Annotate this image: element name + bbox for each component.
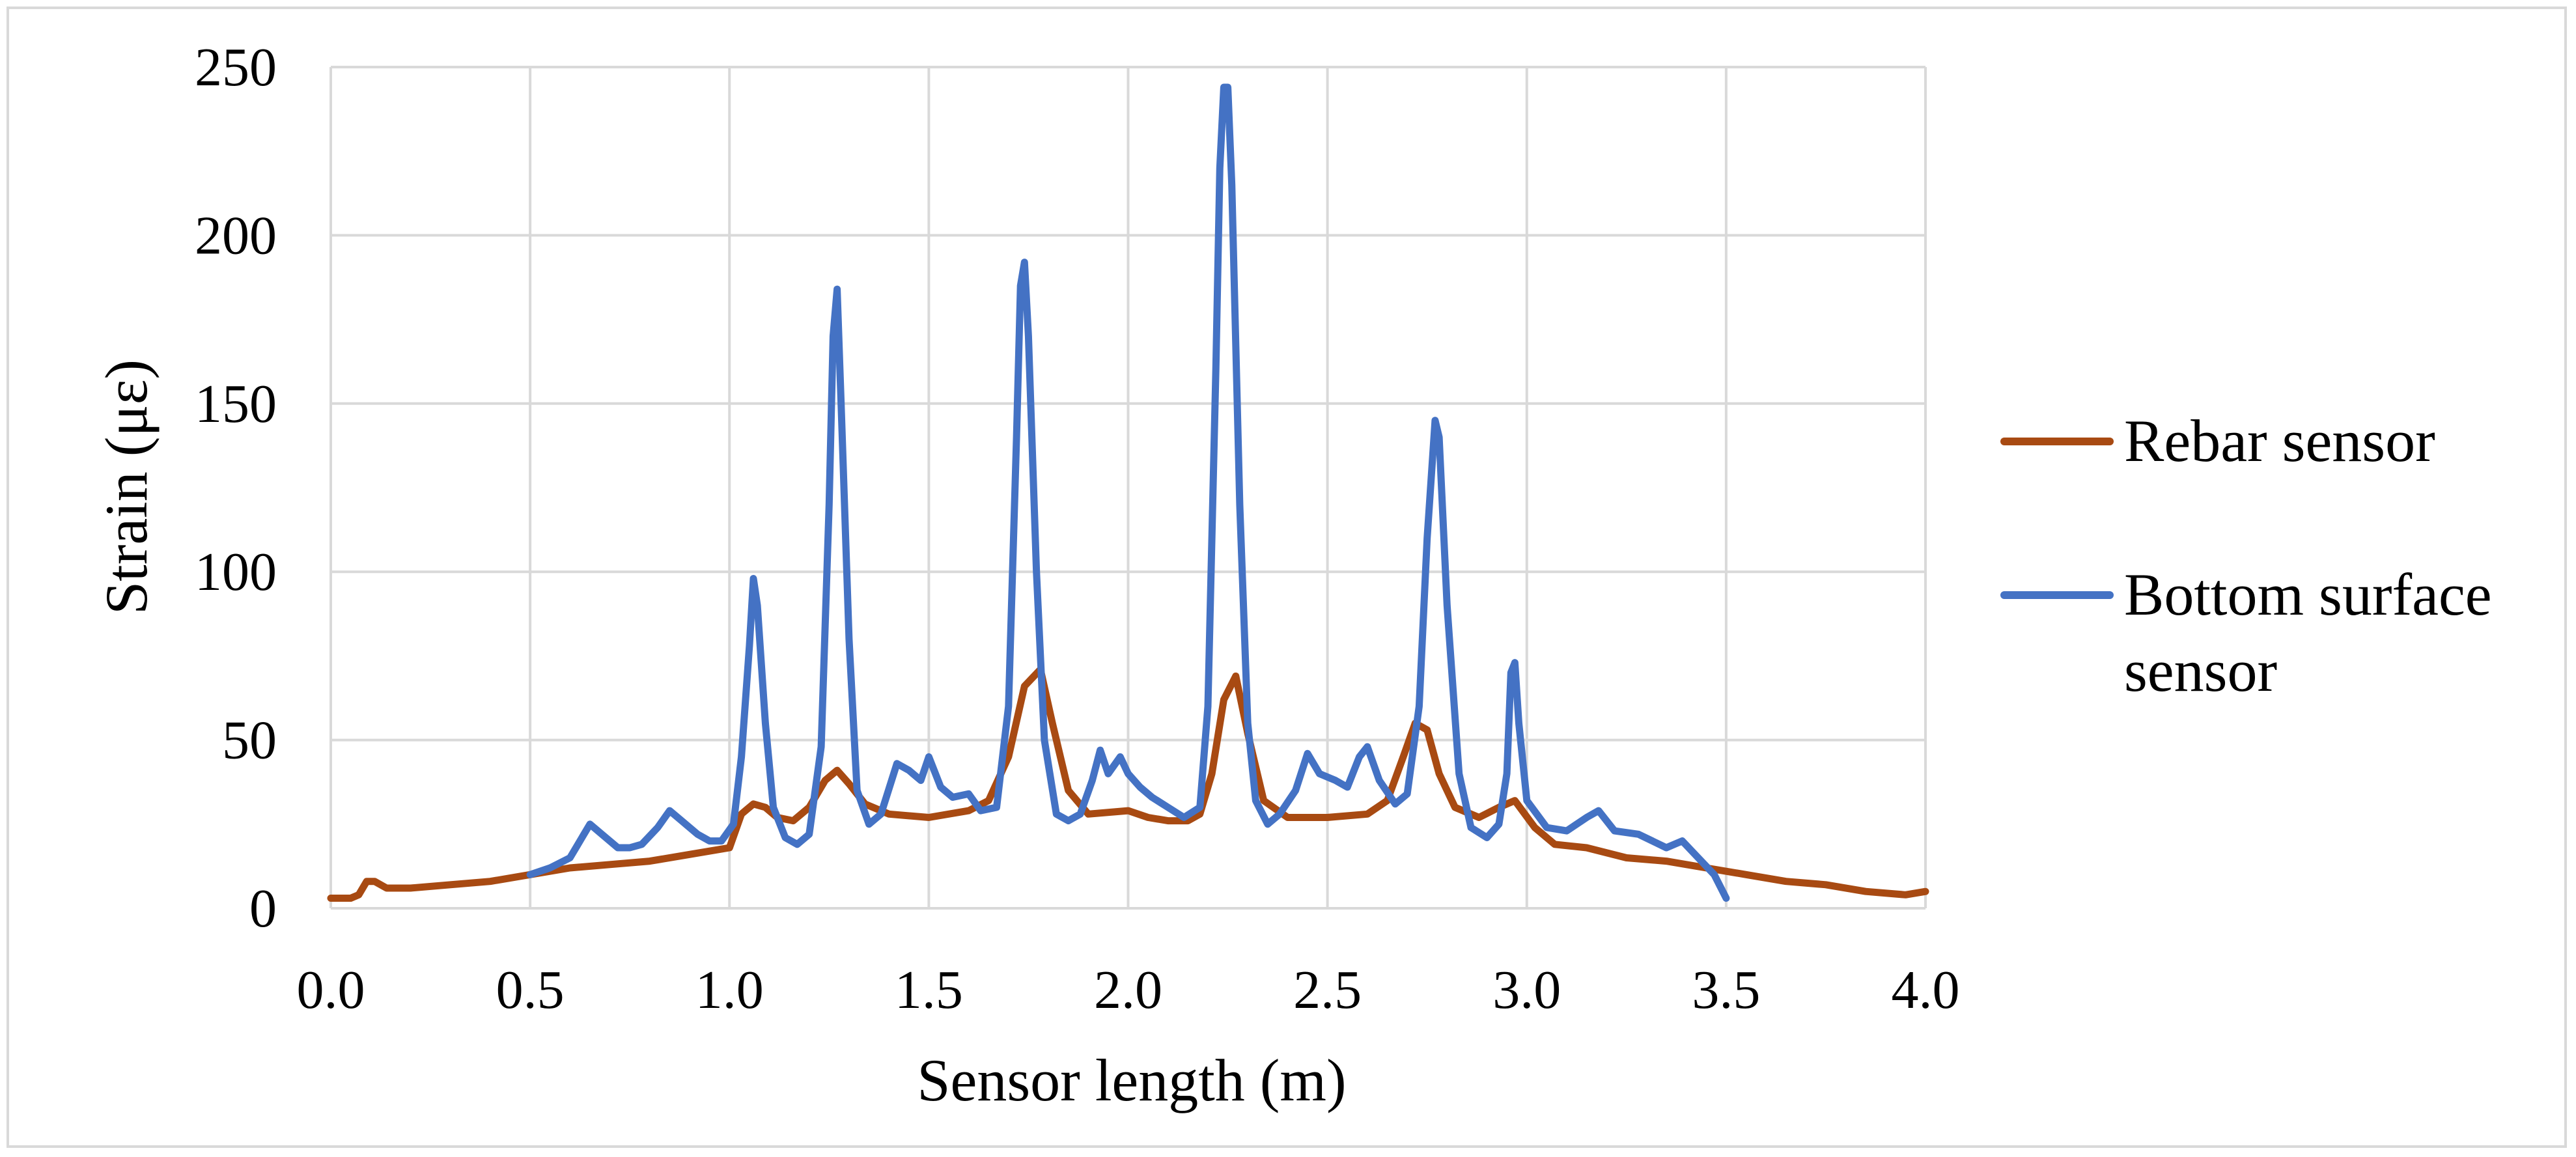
- grid: [329, 66, 1927, 910]
- y-tick-label: 150: [195, 374, 277, 434]
- tick-labels: 0.0 0.5 1.0 1.5 2.0 2.5 3.0 3.5 4.0 0 50 100 150 200 2…: [195, 37, 1960, 1020]
- legend: Rebar sensor Bottom surface sensor: [2000, 408, 2492, 704]
- x-tick-label: 1.5: [895, 960, 963, 1020]
- x-axis-title: Sensor length (m): [917, 1047, 1346, 1113]
- x-tick-label: 4.0: [1892, 960, 1960, 1020]
- x-tick-label: 2.5: [1293, 960, 1362, 1020]
- y-tick-label: 250: [195, 37, 277, 98]
- x-tick-label: 0.0: [297, 960, 365, 1020]
- chart-frame: [7, 7, 2567, 1148]
- series-line-bottom-surface-sensor: [526, 83, 1730, 902]
- series-layer: [327, 83, 1929, 902]
- legend-label-bottom-surface-sensor: Bottom surface sensor: [2124, 561, 2492, 704]
- legend-label-line: Bottom surface: [2124, 561, 2492, 628]
- x-tick-label: 2.0: [1094, 960, 1162, 1020]
- y-tick-label: 200: [195, 205, 277, 266]
- y-axis-title: Strain (με): [93, 359, 160, 615]
- y-tick-label: 0: [249, 878, 277, 939]
- legend-item-rebar-sensor: Rebar sensor: [2000, 408, 2435, 474]
- series-line-rebar-sensor: [327, 665, 1929, 902]
- legend-item-bottom-surface-sensor: Bottom surface sensor: [2000, 561, 2492, 704]
- x-tick-label: 3.5: [1692, 960, 1760, 1020]
- x-tick-label: 1.0: [695, 960, 764, 1020]
- x-tick-label: 3.0: [1492, 960, 1561, 1020]
- x-tick-label: 0.5: [496, 960, 565, 1020]
- legend-label-line: sensor: [2124, 637, 2277, 704]
- y-tick-label: 50: [222, 710, 277, 771]
- legend-label-rebar-sensor: Rebar sensor: [2124, 408, 2435, 474]
- y-tick-label: 100: [195, 542, 277, 602]
